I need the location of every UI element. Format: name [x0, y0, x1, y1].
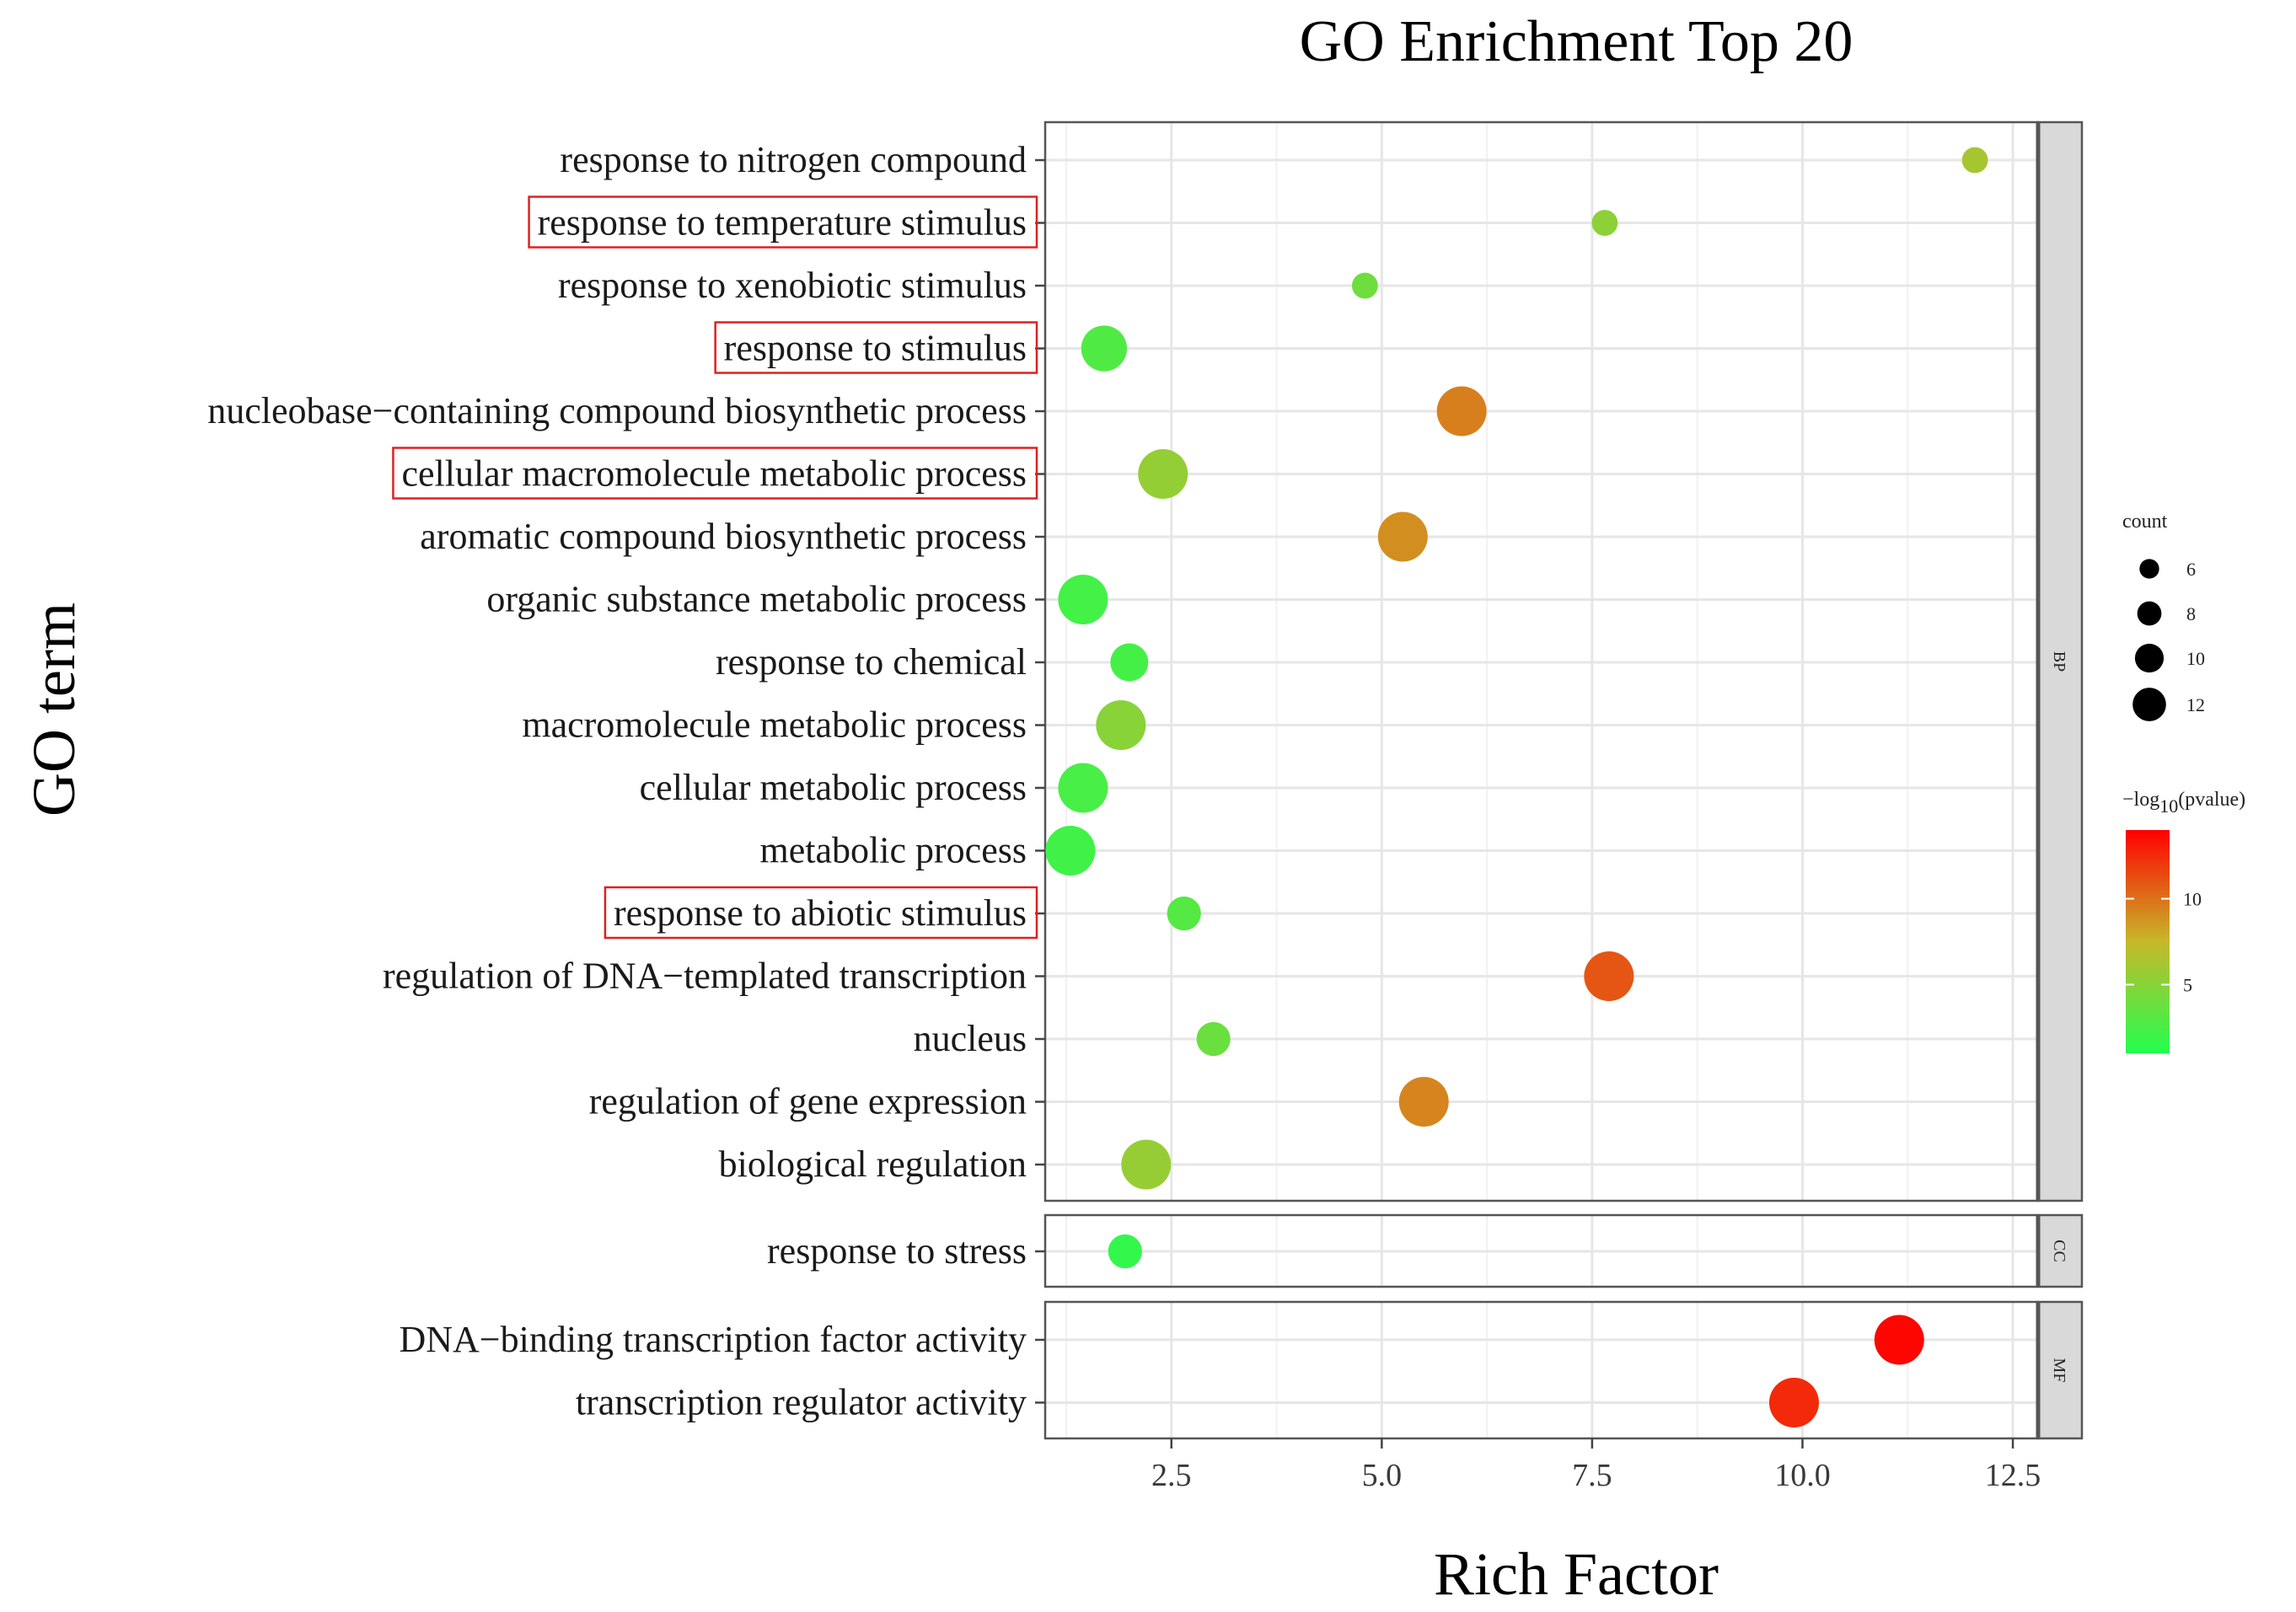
- data-point: [1110, 643, 1149, 682]
- data-point: [1167, 896, 1201, 931]
- size-legend-dot: [2132, 688, 2166, 721]
- x-tick-label: 5.0: [1362, 1458, 1403, 1493]
- size-legend-label: 10: [2186, 648, 2205, 669]
- x-tick-label: 2.5: [1151, 1458, 1192, 1493]
- go-term-label: regulation of DNA−templated transcriptio…: [383, 956, 1027, 997]
- go-term-label: aromatic compound biosynthetic process: [420, 516, 1027, 557]
- data-point: [1108, 1234, 1142, 1269]
- size-legend-title: count: [2122, 511, 2168, 533]
- data-point: [1584, 951, 1634, 1001]
- color-legend-title: −log10(pvalue): [2122, 789, 2245, 817]
- highlight-box: [714, 321, 1038, 374]
- x-tick-label: 7.5: [1572, 1458, 1612, 1493]
- data-point: [1058, 763, 1108, 813]
- size-legend-label: 6: [2186, 559, 2196, 580]
- go-term-label: metabolic process: [760, 830, 1027, 871]
- facet-strip-cc: [2036, 1213, 2084, 1288]
- color-legend-title-tail: (pvalue): [2178, 789, 2245, 811]
- facet-strip-label: BP: [2050, 651, 2068, 672]
- chart-title: GO Enrichment Top 20: [1300, 9, 1853, 74]
- data-point: [1377, 511, 1428, 562]
- data-point: [1436, 386, 1487, 436]
- facet-strip-mf: [2036, 1300, 2084, 1440]
- x-tick-label: 10.0: [1774, 1458, 1831, 1493]
- data-point: [1591, 210, 1618, 236]
- facet-panel-bp: BP response to nitrogen compound response …: [207, 120, 2084, 1202]
- highlight-box: [604, 886, 1038, 940]
- go-term-label: response to stimulus: [724, 328, 1027, 369]
- go-term-label: organic substance metabolic process: [486, 579, 1027, 620]
- size-legend-dot: [2139, 559, 2159, 579]
- go-term-label: response to stress: [767, 1230, 1027, 1272]
- go-term-label: DNA−binding transcription factor activit…: [399, 1319, 1027, 1360]
- go-term-label: biological regulation: [719, 1143, 1027, 1185]
- go-term-label: macromolecule metabolic process: [522, 704, 1027, 746]
- data-point: [1398, 1077, 1449, 1127]
- data-point: [1768, 1378, 1819, 1427]
- go-term-label: transcription regulator activity: [576, 1382, 1027, 1423]
- color-legend-title-sub: 10: [2159, 795, 2178, 817]
- color-legend-label: 10: [2183, 889, 2202, 910]
- data-point: [1874, 1315, 1924, 1365]
- color-legend-label: 5: [2183, 974, 2192, 995]
- go-term-label: response to xenobiotic stimulus: [558, 265, 1027, 306]
- x-axis: 2.5 5.0 7.5 10.0 12.5: [1151, 1438, 2041, 1493]
- data-point: [1081, 325, 1128, 372]
- x-tick-label: 12.5: [1985, 1458, 2041, 1493]
- size-legend-dot: [2134, 643, 2165, 673]
- data-point: [1058, 575, 1108, 624]
- data-point: [1096, 700, 1146, 750]
- go-term-label: response to abiotic stimulus: [614, 892, 1027, 934]
- highlight-box: [528, 195, 1038, 249]
- go-term-label: cellular macromolecule metabolic process: [401, 453, 1027, 495]
- go-term-label: response to temperature stimulus: [538, 202, 1027, 244]
- size-legend-label: 12: [2186, 694, 2205, 715]
- size-legend-dot: [2137, 601, 2162, 626]
- go-term-label: nucleobase−containing compound biosynthe…: [207, 390, 1027, 431]
- go-term-label: cellular metabolic process: [640, 767, 1027, 808]
- data-point: [1351, 272, 1378, 299]
- facet-panel-cc: CC response to stress: [767, 1213, 2084, 1288]
- facet-strip-label: CC: [2050, 1240, 2068, 1262]
- x-axis-title: Rich Factor: [1434, 1540, 1719, 1608]
- data-point: [1961, 147, 1988, 174]
- facet-panels: BP response to nitrogen compound response …: [207, 120, 2084, 1493]
- facet-strip-label: MF: [2050, 1358, 2068, 1383]
- data-point: [1138, 449, 1188, 499]
- panel-background: [1045, 1302, 2038, 1438]
- color-bar: [2126, 830, 2170, 1053]
- go-term-label: nucleus: [914, 1018, 1027, 1059]
- highlight-box: [392, 447, 1038, 500]
- go-term-label: regulation of gene expression: [589, 1081, 1027, 1122]
- color-legend-title-main: −log: [2122, 789, 2159, 811]
- data-point: [1045, 826, 1096, 876]
- data-point: [1196, 1021, 1231, 1057]
- facet-panel-mf: MF DNA−binding transcription factor activ…: [399, 1300, 2084, 1440]
- y-axis-title: GO term: [20, 602, 88, 817]
- data-point: [1121, 1139, 1172, 1190]
- go-term-label: response to chemical: [716, 641, 1027, 683]
- facet-strip-bp: [2036, 120, 2084, 1202]
- size-legend-label: 8: [2186, 603, 2196, 624]
- go-term-label: response to nitrogen compound: [560, 139, 1027, 180]
